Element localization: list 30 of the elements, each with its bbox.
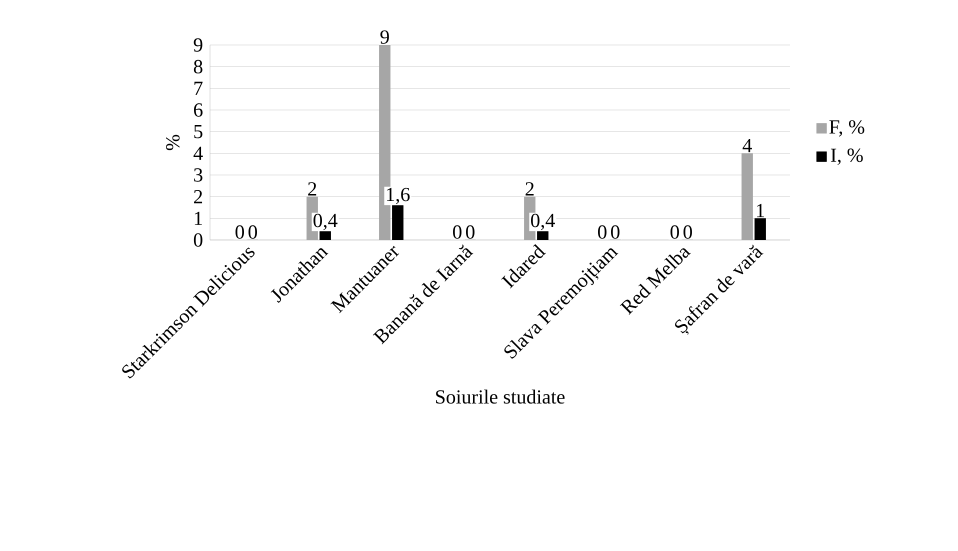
legend-label: F, % bbox=[829, 120, 864, 137]
data-label: 0 bbox=[670, 225, 679, 239]
data-label: 0,4 bbox=[314, 214, 338, 230]
y-tick-label: 1 bbox=[194, 212, 202, 225]
data-label: 0 bbox=[453, 225, 462, 239]
data-label: 9 bbox=[380, 30, 389, 44]
y-tick-label: 2 bbox=[194, 190, 202, 204]
data-label: 0 bbox=[236, 225, 244, 239]
data-label: 0 bbox=[684, 225, 692, 239]
data-label: 0 bbox=[248, 225, 257, 239]
y-tick-label: 4 bbox=[194, 146, 203, 160]
y-tick-label: 0 bbox=[194, 233, 202, 247]
data-label: 4 bbox=[742, 138, 752, 152]
y-tick-label: 6 bbox=[194, 103, 203, 117]
data-label: 1 bbox=[757, 204, 764, 218]
data-label: 0 bbox=[598, 225, 606, 239]
y-tick-label: 9 bbox=[194, 38, 202, 52]
x-axis-title: Soiurile studiate bbox=[436, 390, 565, 404]
data-label: 0 bbox=[466, 225, 474, 239]
data-label: 2 bbox=[308, 182, 316, 196]
data-label: 0,4 bbox=[531, 214, 555, 230]
y-tick-label: 8 bbox=[194, 60, 202, 74]
data-label: 2 bbox=[526, 182, 534, 196]
data-label: 0 bbox=[611, 225, 620, 239]
y-tick-label: 3 bbox=[194, 168, 202, 182]
y-axis-title: % bbox=[166, 134, 180, 150]
legend-label: I, % bbox=[830, 148, 863, 165]
data-label: 1,6 bbox=[387, 188, 410, 204]
y-tick-label: 5 bbox=[194, 125, 202, 138]
y-tick-label: 7 bbox=[194, 82, 203, 95]
